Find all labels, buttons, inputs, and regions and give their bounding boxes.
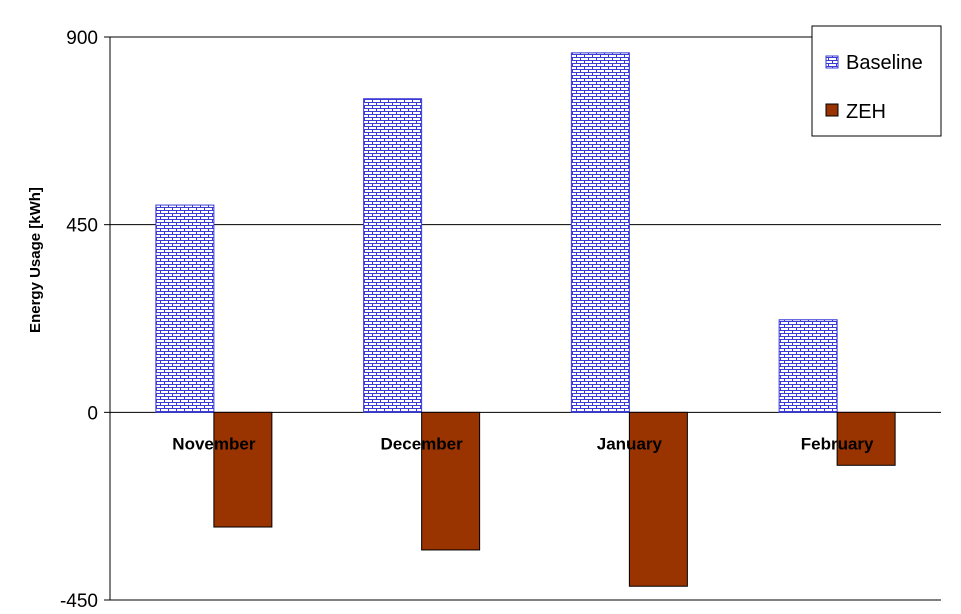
grid-layer: [110, 36, 941, 601]
bar-zeh-february: [836, 411, 896, 466]
legend-label-baseline: Baseline: [846, 52, 923, 74]
legend-box: [811, 25, 942, 137]
legend-label-zeh: ZEH: [846, 101, 886, 123]
y-tick-label: 450: [66, 216, 98, 237]
legend-swatch-baseline: [825, 55, 839, 69]
y-tick-label: 0: [87, 403, 98, 424]
legend-swatch-zeh: [825, 103, 839, 117]
x-tick-label: February: [801, 434, 874, 453]
y-tick-label: 900: [66, 28, 98, 49]
bar-zeh-december: [421, 411, 481, 551]
legend: Baseline ZEH: [811, 25, 942, 137]
y-tick-label: -450: [60, 591, 98, 609]
bar-zeh-january: [628, 411, 688, 587]
x-tick-label: November: [172, 434, 256, 453]
bars-layer: [155, 52, 896, 587]
bar-baseline-january: [570, 52, 630, 413]
x-tick-label: January: [597, 434, 663, 453]
y-axis-title: Energy Usage [kWh]: [27, 187, 44, 333]
bar-zeh-november: [213, 411, 273, 528]
x-tick-label: December: [381, 434, 464, 453]
bar-baseline-november: [155, 204, 215, 413]
bar-baseline-december: [363, 98, 423, 413]
labels-layer: November December January February: [172, 434, 874, 453]
bar-baseline-february: [778, 319, 838, 413]
